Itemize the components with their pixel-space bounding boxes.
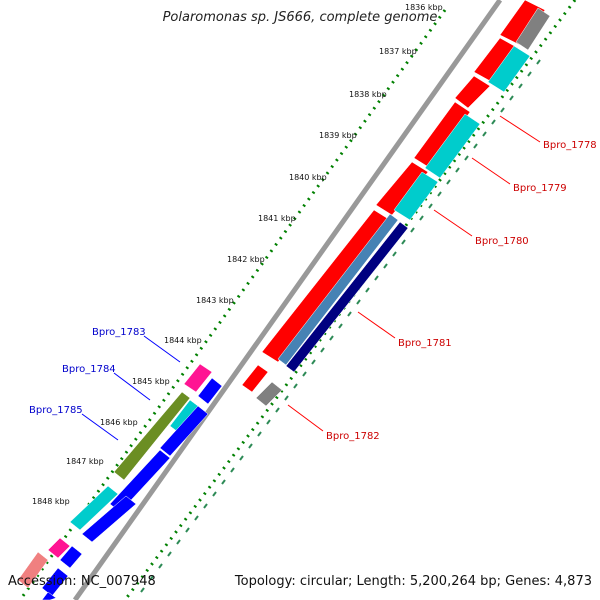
tick-label: 1838 kbp [349, 90, 387, 99]
leader-line [471, 157, 511, 185]
tick-label: 1844 kbp [164, 336, 202, 345]
tick-label: 1836 kbp [405, 3, 443, 12]
gene-label-bpro-1780[interactable]: Bpro_1780 [475, 236, 529, 247]
gene-cyan-3[interactable] [393, 171, 439, 221]
gene-forward-5[interactable] [375, 161, 429, 216]
gene-label-bpro-1778[interactable]: Bpro_1778 [543, 140, 597, 151]
leader-line [81, 413, 119, 441]
gene-blue-2[interactable] [159, 405, 209, 457]
right-inner-track [255, 7, 551, 407]
tick-label: 1837 kbp [379, 47, 417, 56]
gene-blue-1[interactable] [197, 377, 223, 405]
gene-label-bpro-1784[interactable]: Bpro_1784 [62, 364, 116, 375]
gene-cyan-2[interactable] [424, 113, 481, 179]
gene-cyan-1[interactable] [487, 45, 531, 93]
genome-backbone [72, 0, 503, 600]
tick-label: 1840 kbp [289, 173, 327, 182]
gene-label-bpro-1781[interactable]: Bpro_1781 [398, 338, 452, 349]
gc-track-dashes [134, 59, 541, 600]
gene-steel[interactable] [277, 213, 399, 366]
leader-line [433, 209, 473, 237]
reverse-strand-track [17, 363, 223, 600]
gene-forward-1[interactable] [499, 0, 546, 46]
gc-track-outer [123, 0, 577, 600]
gene-blue-5[interactable] [59, 545, 83, 569]
gene-label-bpro-1782[interactable]: Bpro_1782 [326, 431, 380, 442]
tick-label: 1841 kbp [258, 214, 296, 223]
left-gene-labels: Bpro_1783 Bpro_1784 Bpro_1785 [29, 327, 181, 441]
gene-forward-6[interactable] [261, 209, 391, 363]
leader-line [143, 335, 181, 363]
leader-line [287, 404, 324, 432]
tick-label: 1842 kbp [227, 255, 265, 264]
tick-label: 1848 kbp [32, 497, 70, 506]
gene-grey-2[interactable] [255, 381, 283, 407]
gene-label-bpro-1779[interactable]: Bpro_1779 [513, 183, 567, 194]
gene-forward-3[interactable] [454, 75, 491, 109]
tick-label: 1846 kbp [100, 418, 138, 427]
leader-line [113, 372, 151, 401]
right-gene-labels: Bpro_1778 Bpro_1779 Bpro_1780 Bpro_1781 … [287, 115, 597, 442]
gene-pink-2[interactable] [47, 537, 71, 559]
gene-navy[interactable] [285, 221, 409, 373]
gene-label-bpro-1783[interactable]: Bpro_1783 [92, 327, 146, 338]
tick-label: 1839 kbp [319, 131, 357, 140]
gene-forward-7[interactable] [241, 364, 269, 393]
leader-line [357, 311, 396, 339]
gene-blue-7[interactable] [41, 591, 57, 600]
leader-line [499, 115, 541, 143]
gene-grey-1[interactable] [515, 7, 551, 51]
tick-label: 1843 kbp [196, 296, 234, 305]
map-title: Polaromonas sp. JS666, complete genome [162, 10, 438, 25]
gene-blue-4[interactable] [81, 495, 137, 543]
gene-cyan-l2[interactable] [69, 485, 119, 531]
gene-label-bpro-1785[interactable]: Bpro_1785 [29, 405, 83, 416]
accession-text: Accession: NC_007948 [8, 574, 156, 589]
gene-olive[interactable] [113, 391, 191, 481]
gene-pink-3[interactable] [17, 551, 49, 589]
tick-labels: 1836 kbp 1837 kbp 1838 kbp 1839 kbp 1840… [32, 3, 443, 506]
gene-pink-1[interactable] [183, 363, 213, 393]
forward-strand-track [241, 0, 546, 393]
tick-label: 1845 kbp [132, 377, 170, 386]
tick-label: 1847 kbp [66, 457, 104, 466]
genome-summary-text: Topology: circular; Length: 5,200,264 bp… [234, 574, 592, 589]
gc-track-inner [18, 9, 447, 600]
